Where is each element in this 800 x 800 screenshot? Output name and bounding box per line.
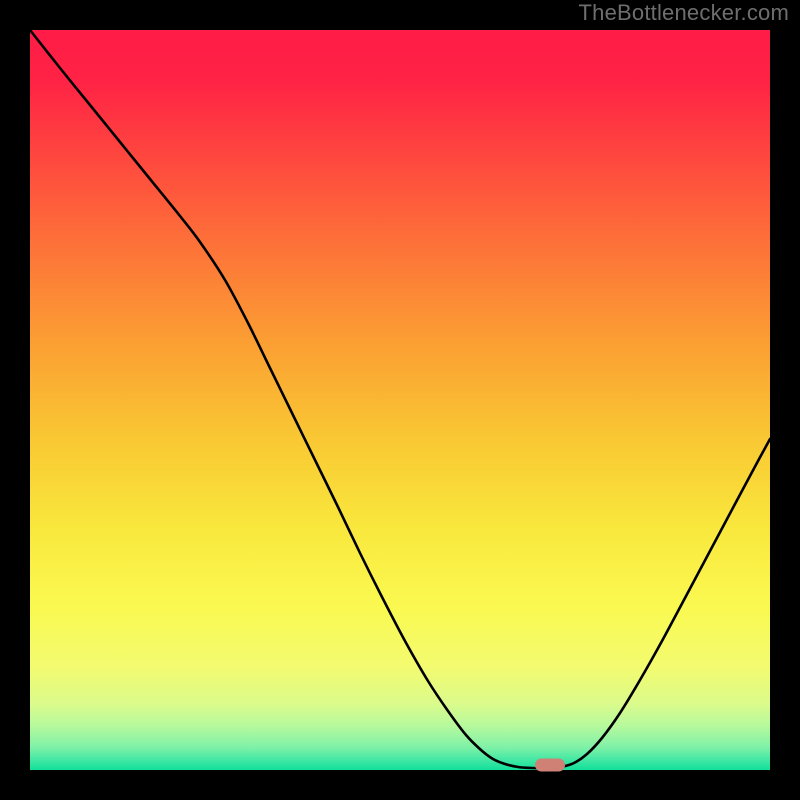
plot-background bbox=[30, 30, 770, 770]
attribution-label: TheBottlenecker.com bbox=[579, 0, 789, 26]
bottleneck-chart bbox=[0, 0, 800, 800]
optimal-marker bbox=[535, 759, 565, 772]
